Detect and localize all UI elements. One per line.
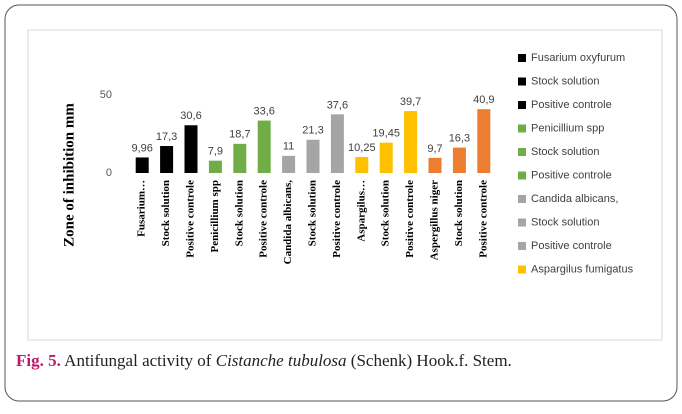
y-axis-label: Zone of inhibition mm [61,103,77,247]
caption-label: Fig. 5. [16,351,61,370]
legend-swatch [518,148,526,156]
bar [135,157,149,173]
legend-label: Candida albicans, [531,193,618,205]
x-tick-label: Stock solution [307,180,319,246]
x-tick-label: Aspargilus… [355,180,367,242]
x-tick-label: Penicillium spp [209,180,221,252]
x-tick-label: Stock solution [160,180,172,246]
value-label: 40,9 [473,94,494,106]
figure-frame [4,4,678,402]
legend-swatch [518,124,526,133]
x-tick-label: Positive controle [477,180,489,258]
bar [428,157,442,173]
x-tick-label: Candida albicans, [282,180,294,265]
y-tick-label: 0 [106,167,112,179]
legend-swatch [518,171,526,180]
bar [257,120,271,173]
x-tick-label: Positive controle [404,180,416,258]
value-label: 10,25 [348,142,376,154]
legend-swatch [518,218,526,227]
caption-species: Cistanche tubulosa [215,351,347,370]
legend-label: Stock solution [531,216,599,228]
legend-label: Fusarium oxyfurum [531,52,625,64]
bar [330,114,344,173]
caption-text: Antifungal activity of [64,351,216,370]
bar [184,125,198,173]
legend-swatch [518,77,526,86]
legend-label: Aspargilus fumigatus [531,263,634,275]
legend-label: Stock solution [531,75,599,87]
value-label: 39,7 [400,96,421,108]
value-label: 19,45 [372,128,400,140]
legend-swatch [518,101,526,109]
legend-swatch [518,265,526,274]
value-label: 21,3 [302,125,323,137]
bar [282,155,296,173]
legend-swatch [518,54,526,62]
caption-text: (Schenk) Hook.f. Stem. [346,351,512,370]
x-tick-label: Stock solution [453,180,465,246]
caption: Fig. 5. Antifungal activity of Cistanche… [16,350,676,372]
value-label: 37,6 [327,99,348,111]
legend-label: Penicillium spp [531,122,604,134]
bar [355,157,369,173]
value-label: 30,6 [180,110,201,122]
chart-frame [27,29,663,341]
bar [306,139,320,173]
x-tick-label: Aspergillus niger [429,180,441,260]
value-label: 18,7 [229,129,250,141]
value-label: 9,7 [427,143,442,155]
x-tick-label: Positive controle [258,180,270,258]
legend-label: Positive controle [531,240,612,252]
legend-swatch [518,242,526,250]
legend-label: Positive controle [531,169,612,181]
x-tick-label: Positive controle [331,180,343,258]
value-label: 9,96 [131,142,152,154]
y-tick-label: 50 [100,89,112,101]
bar [404,111,418,173]
value-label: 7,9 [208,146,223,158]
value-label: 16,3 [449,132,470,144]
x-tick-label: Stock solution [233,180,245,246]
bar [477,109,491,173]
x-tick-label: Positive controle [185,180,197,258]
bar [160,146,174,173]
value-label: 33,6 [253,105,274,117]
value-label: 11 [283,141,294,153]
legend-swatch [518,195,526,203]
bar [379,142,393,173]
legend-label: Stock solution [531,146,599,158]
x-tick-label: Stock solution [380,180,392,246]
value-label: 17,3 [156,131,177,143]
bar [208,160,222,173]
legend-label: Positive controle [531,99,612,111]
bar [233,143,247,173]
x-tick-label: Fusarium… [136,180,148,237]
bar [452,147,466,173]
